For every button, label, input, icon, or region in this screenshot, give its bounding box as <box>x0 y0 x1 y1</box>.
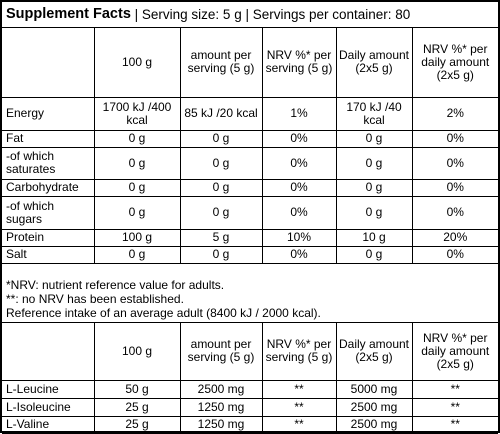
nutrition-cell: 0 g <box>335 146 413 180</box>
nutrition-cell: 0 g <box>93 245 181 264</box>
amino-cell: L-Leucine <box>2 379 95 399</box>
facts-serving-info: | Serving size: 5 g | Servings per conta… <box>130 7 411 22</box>
nutrition-cell: 170 kJ /40 kcal <box>335 96 413 131</box>
nutrition-cell: Energy <box>2 96 95 131</box>
nutrition-cell: 1% <box>261 96 337 131</box>
nutrition-row: Energy 1700 kJ /400 kcal 85 kJ /20 kcal … <box>2 96 498 131</box>
amino-header-row: 100 g amount per serving (5 g) NRV %* pe… <box>2 323 498 381</box>
amino-cell: 25 g <box>93 397 181 417</box>
nutrition-cell: 0% <box>261 129 337 148</box>
nutrition-row: Protein 100 g 5 g 10% 10 g 20% <box>2 228 498 247</box>
amino-cell: L-Isoleucine <box>2 397 95 417</box>
footnote-reference-intake: Reference intake of an average adult (84… <box>6 306 321 320</box>
amino-cell: ** <box>261 397 337 417</box>
amino-row: L-Isoleucine 25 g 1250 mg ** 2500 mg ** <box>2 397 498 417</box>
nutrition-row: -of which sugars 0 g 0 g 0% 0 g 0% <box>2 195 498 230</box>
amino-cell: ** <box>261 379 337 399</box>
nutrition-header-cell: 100 g <box>93 28 181 98</box>
amino-cell: 2500 mg <box>335 415 413 434</box>
amino-header-cell: NRV %* per serving (5 g) <box>261 323 337 381</box>
amino-header-cell: NRV %* per daily amount (2x5 g) <box>411 323 498 381</box>
facts-title: Supplement Facts <box>6 6 131 22</box>
nutrition-cell: 1700 kJ /400 kcal <box>93 96 181 131</box>
nutrition-cell: Carbohydrate <box>2 178 95 197</box>
amino-acid-table: 100 g amount per serving (5 g) NRV %* pe… <box>2 323 498 434</box>
nutrition-cell: 0 g <box>335 195 413 230</box>
nutrition-header-cell: NRV %* per serving (5 g) <box>261 28 337 98</box>
nutrition-cell: 0% <box>411 245 498 264</box>
amino-cell: 5000 mg <box>335 379 413 399</box>
nutrition-cell: 0 g <box>335 178 413 197</box>
amino-cell: 25 g <box>93 415 181 434</box>
nutrition-cell: Protein <box>2 228 95 247</box>
nutrition-cell: 0 g <box>179 146 263 180</box>
facts-header: Supplement Facts | Serving size: 5 g | S… <box>2 2 498 28</box>
nutrition-cell: 0% <box>261 146 337 180</box>
nutrition-cell: 0 g <box>335 245 413 264</box>
amino-header-cell: 100 g <box>93 323 181 381</box>
footnote-nrv: *NRV: nutrient reference value for adult… <box>6 278 225 292</box>
nutrition-row: Salt 0 g 0 g 0% 0 g 0% <box>2 245 498 264</box>
nutrition-cell: 0 g <box>93 178 181 197</box>
nutrition-cell: 5 g <box>179 228 263 247</box>
amino-row: L-Leucine 50 g 2500 mg ** 5000 mg ** <box>2 379 498 399</box>
nutrition-cell: 0% <box>261 245 337 264</box>
nutrition-cell: 10 g <box>335 228 413 247</box>
nutrition-cell: 0% <box>411 195 498 230</box>
nutrition-row: Fat 0 g 0 g 0% 0 g 0% <box>2 129 498 148</box>
nutrition-header-cell: amount per serving (5 g) <box>179 28 263 98</box>
amino-cell: ** <box>411 397 498 417</box>
nutrition-cell: 0 g <box>93 195 181 230</box>
nutrition-cell: -of which sugars <box>2 195 95 230</box>
footnotes: *NRV: nutrient reference value for adult… <box>2 275 498 323</box>
amino-cell: L-Valine <box>2 415 95 434</box>
amino-cell: 1250 mg <box>179 415 263 434</box>
nutrition-cell: 0 g <box>179 178 263 197</box>
amino-header-cell: Daily amount (2x5 g) <box>335 323 413 381</box>
nutrition-cell: 0 g <box>93 146 181 180</box>
nutrition-cell: 0 g <box>179 245 263 264</box>
nutrition-cell: 0 g <box>335 129 413 148</box>
nutrition-cell: 0% <box>261 178 337 197</box>
nutrition-cell: 20% <box>411 228 498 247</box>
nutrition-cell: 10% <box>261 228 337 247</box>
nutrition-cell: 85 kJ /20 kcal <box>179 96 263 131</box>
nutrition-cell: -of which saturates <box>2 146 95 180</box>
amino-cell: ** <box>411 379 498 399</box>
nutrition-cell: 0% <box>261 195 337 230</box>
nutrition-cell: 0 g <box>179 129 263 148</box>
amino-cell: ** <box>261 415 337 434</box>
nutrition-cell: 0% <box>411 129 498 148</box>
nutrition-header-cell: Daily amount (2x5 g) <box>335 28 413 98</box>
amino-row: L-Valine 25 g 1250 mg ** 2500 mg ** <box>2 415 498 434</box>
nutrition-table: 100 g amount per serving (5 g) NRV %* pe… <box>2 28 498 264</box>
amino-cell: 2500 mg <box>179 379 263 399</box>
nutrition-cell: 100 g <box>93 228 181 247</box>
amino-cell: 1250 mg <box>179 397 263 417</box>
nutrition-header-row: 100 g amount per serving (5 g) NRV %* pe… <box>2 28 498 98</box>
nutrition-header-cell: NRV %* per daily amount (2x5 g) <box>411 28 498 98</box>
nutrition-cell: Fat <box>2 129 95 148</box>
amino-cell: 50 g <box>93 379 181 399</box>
amino-cell: 2500 mg <box>335 397 413 417</box>
nutrition-cell: 0 g <box>179 195 263 230</box>
nutrition-header-cell <box>2 28 95 98</box>
nutrition-row: -of which saturates 0 g 0 g 0% 0 g 0% <box>2 146 498 180</box>
nutrition-cell: 2% <box>411 96 498 131</box>
footnote-no-nrv: **: no NRV has been established. <box>6 292 184 306</box>
nutrition-cell: 0% <box>411 146 498 180</box>
amino-header-cell: amount per serving (5 g) <box>179 323 263 381</box>
nutrition-cell: 0% <box>411 178 498 197</box>
nutrition-cell: Salt <box>2 245 95 264</box>
nutrition-row: Carbohydrate 0 g 0 g 0% 0 g 0% <box>2 178 498 197</box>
amino-cell: ** <box>411 415 498 434</box>
amino-header-cell <box>2 323 95 381</box>
nutrition-cell: 0 g <box>93 129 181 148</box>
